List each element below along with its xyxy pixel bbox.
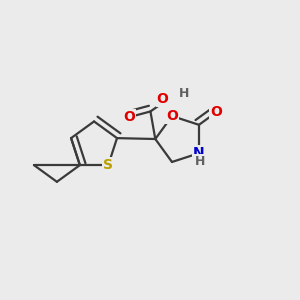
Text: O: O <box>210 105 222 119</box>
Text: O: O <box>123 110 135 124</box>
Text: N: N <box>193 146 205 160</box>
Text: H: H <box>178 87 189 100</box>
Text: H: H <box>194 155 205 168</box>
Text: O: O <box>157 92 169 106</box>
Text: O: O <box>166 109 178 123</box>
Text: S: S <box>103 158 113 172</box>
